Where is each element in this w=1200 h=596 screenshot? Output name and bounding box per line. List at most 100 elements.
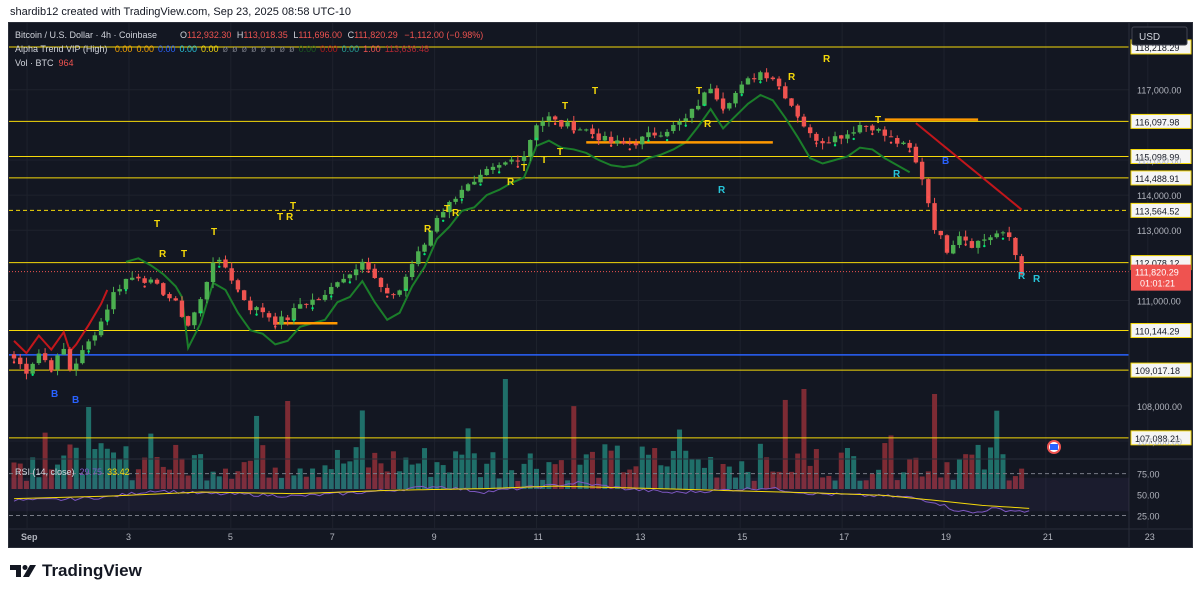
volume-bar bbox=[167, 469, 172, 489]
candle bbox=[714, 85, 720, 102]
volume-bar bbox=[751, 480, 757, 489]
candle-body bbox=[882, 129, 887, 136]
volume-bar bbox=[1012, 476, 1018, 489]
candle bbox=[708, 83, 713, 94]
trend-line-green bbox=[125, 93, 911, 352]
signal-label-R: R bbox=[424, 224, 432, 235]
volume-bar bbox=[390, 451, 396, 489]
candle bbox=[291, 303, 297, 325]
candle-body bbox=[335, 282, 340, 287]
y-tick-label: 113,000.00 bbox=[1137, 226, 1181, 236]
signal-dot bbox=[180, 313, 184, 316]
signal-dot bbox=[535, 137, 538, 141]
candle bbox=[148, 277, 154, 285]
candle-body bbox=[36, 353, 42, 364]
volume-bar bbox=[73, 447, 79, 489]
volume-bar bbox=[42, 432, 48, 489]
candle bbox=[111, 286, 116, 314]
volume-bar bbox=[969, 454, 975, 489]
volume-bar bbox=[807, 465, 813, 489]
tv-logo-icon bbox=[10, 565, 36, 577]
signal-dot bbox=[497, 171, 501, 174]
volume-bar bbox=[876, 469, 882, 489]
candle-body bbox=[546, 116, 552, 121]
candle-body bbox=[248, 300, 253, 311]
rsi-tick-label: 25.00 bbox=[1137, 511, 1160, 521]
candle-body bbox=[92, 335, 98, 341]
candle bbox=[584, 128, 589, 132]
rsi-tick-label: 50.00 bbox=[1137, 491, 1160, 501]
signal-dot bbox=[983, 244, 986, 248]
candle-body bbox=[503, 162, 508, 165]
signal-dot bbox=[143, 285, 146, 288]
volume-bar bbox=[98, 443, 104, 489]
volume-bar bbox=[235, 471, 241, 489]
candle bbox=[472, 175, 477, 185]
volume-bar bbox=[527, 453, 533, 489]
candle bbox=[888, 130, 894, 144]
candle bbox=[403, 274, 409, 297]
volume-bar bbox=[415, 463, 421, 489]
volume-bar bbox=[334, 449, 340, 489]
chart-caption: shardib12 created with TradingView.com, … bbox=[10, 6, 351, 18]
volume-bar bbox=[708, 457, 714, 489]
volume-bar bbox=[322, 465, 328, 489]
signal-dot bbox=[927, 195, 930, 199]
volume-bar bbox=[328, 469, 334, 489]
alpha-value: 113,636.48 bbox=[385, 44, 429, 54]
candle bbox=[913, 143, 919, 164]
last-price-tag bbox=[1131, 264, 1191, 291]
candle bbox=[963, 230, 968, 247]
candle bbox=[229, 262, 234, 284]
candle-body bbox=[988, 237, 993, 241]
volume-bar bbox=[440, 465, 446, 489]
candle-body bbox=[329, 286, 334, 295]
signal-dot bbox=[218, 265, 221, 268]
candle bbox=[826, 136, 832, 144]
volume-bar bbox=[229, 478, 235, 489]
level-price-tag bbox=[1130, 113, 1192, 129]
candle bbox=[36, 349, 42, 365]
candle bbox=[857, 121, 863, 134]
candle-body bbox=[789, 98, 794, 106]
level-price-tag bbox=[1130, 430, 1192, 446]
candle bbox=[621, 137, 626, 145]
volume-bar bbox=[571, 406, 577, 489]
volume-bar bbox=[639, 446, 645, 489]
signal-dot bbox=[1001, 237, 1005, 240]
y-tick-label: 108,000.00 bbox=[1137, 402, 1182, 412]
signal-dot bbox=[50, 370, 53, 373]
candle-body bbox=[117, 289, 122, 292]
candle bbox=[615, 135, 620, 147]
candle-body bbox=[49, 360, 54, 371]
signal-label-T: T bbox=[521, 163, 527, 174]
alpha-value: ø bbox=[261, 44, 267, 54]
candle-body bbox=[658, 135, 664, 137]
signal-dot bbox=[386, 295, 389, 298]
volume-bar bbox=[154, 457, 160, 489]
currency-button[interactable]: USD bbox=[1131, 26, 1188, 46]
candle bbox=[577, 127, 583, 131]
candle-body bbox=[347, 274, 353, 279]
candle-body bbox=[646, 132, 651, 138]
volume-bar bbox=[583, 454, 589, 489]
candle bbox=[851, 126, 856, 141]
candle bbox=[1013, 237, 1018, 260]
candle bbox=[490, 163, 496, 175]
candle bbox=[807, 124, 813, 138]
candle-body bbox=[608, 136, 614, 143]
candle-body bbox=[720, 98, 726, 109]
alpha-value: ø bbox=[289, 44, 295, 54]
candle-body bbox=[440, 212, 446, 218]
candle bbox=[105, 304, 110, 326]
volume-bar bbox=[882, 443, 888, 489]
candle-body bbox=[18, 357, 23, 365]
candle-body bbox=[739, 84, 744, 94]
candle-body bbox=[521, 156, 527, 161]
volume-bar bbox=[900, 472, 906, 489]
candle-body bbox=[876, 129, 881, 131]
volume-bar bbox=[490, 452, 496, 489]
volume-bar bbox=[670, 450, 676, 489]
